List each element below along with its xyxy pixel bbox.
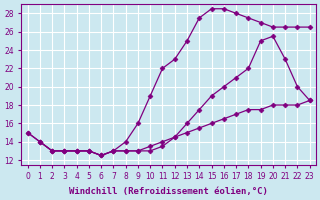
X-axis label: Windchill (Refroidissement éolien,°C): Windchill (Refroidissement éolien,°C)	[69, 187, 268, 196]
